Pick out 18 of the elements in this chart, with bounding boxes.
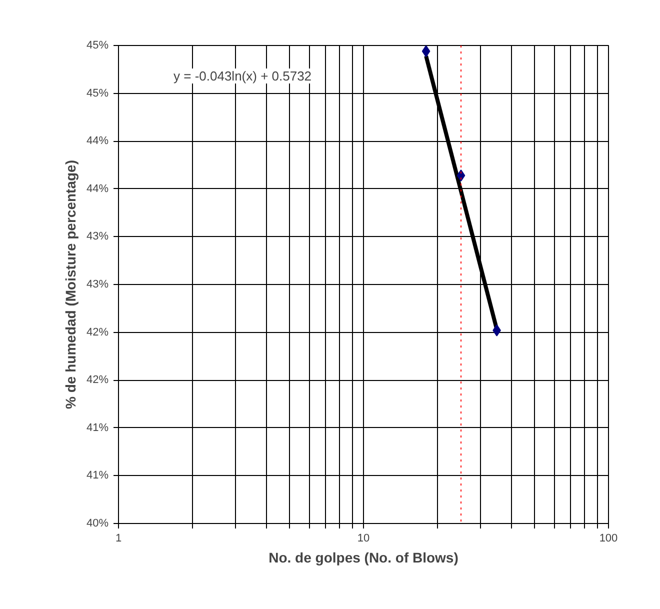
y-tick-label: 43% <box>86 230 109 243</box>
y-tick-label: 43% <box>86 278 109 290</box>
x-tick-label: 10 <box>357 532 370 544</box>
y-tick-label: 45% <box>86 40 109 52</box>
y-tick-label: 44% <box>86 182 109 195</box>
annotation: y = -0.043ln(x) + 0.5732 <box>174 68 312 84</box>
y-tick-label: 45% <box>86 87 109 100</box>
y-tick-label: 41% <box>86 470 109 482</box>
x-tick-label: 1 <box>115 532 122 544</box>
y-tick-label: 44% <box>86 135 109 148</box>
x-tick-label: 100 <box>599 532 618 544</box>
y-axis-title: % de humedad (Moisture percentage) <box>62 160 78 409</box>
y-tick-label: 42% <box>86 326 109 338</box>
point <box>422 46 430 58</box>
y-tick-label: 40% <box>86 518 109 530</box>
y-tick-label: 42% <box>86 374 109 386</box>
x-axis-title: No. de golpes (No. of Blows) <box>268 550 458 566</box>
y-tick-label: 41% <box>86 422 109 434</box>
